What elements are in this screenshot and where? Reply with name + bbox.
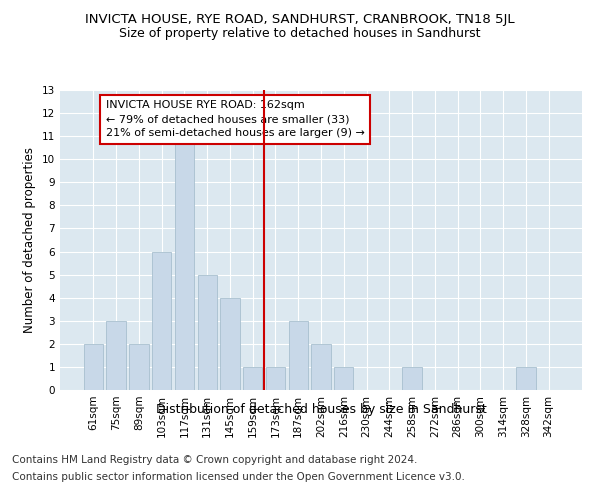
Text: INVICTA HOUSE RYE ROAD: 162sqm
← 79% of detached houses are smaller (33)
21% of : INVICTA HOUSE RYE ROAD: 162sqm ← 79% of … [106,100,365,138]
Bar [152,252,172,390]
Bar [516,367,536,390]
Y-axis label: Number of detached properties: Number of detached properties [23,147,37,333]
Bar [197,274,217,390]
Bar [311,344,331,390]
Bar [220,298,239,390]
Text: Contains HM Land Registry data © Crown copyright and database right 2024.: Contains HM Land Registry data © Crown c… [12,455,418,465]
Text: INVICTA HOUSE, RYE ROAD, SANDHURST, CRANBROOK, TN18 5JL: INVICTA HOUSE, RYE ROAD, SANDHURST, CRAN… [85,12,515,26]
Bar [175,136,194,390]
Text: Distribution of detached houses by size in Sandhurst: Distribution of detached houses by size … [155,402,487,415]
Bar [106,321,126,390]
Bar [243,367,262,390]
Bar [266,367,285,390]
Text: Contains public sector information licensed under the Open Government Licence v3: Contains public sector information licen… [12,472,465,482]
Bar [289,321,308,390]
Text: Size of property relative to detached houses in Sandhurst: Size of property relative to detached ho… [119,28,481,40]
Bar [129,344,149,390]
Bar [403,367,422,390]
Bar [84,344,103,390]
Bar [334,367,353,390]
